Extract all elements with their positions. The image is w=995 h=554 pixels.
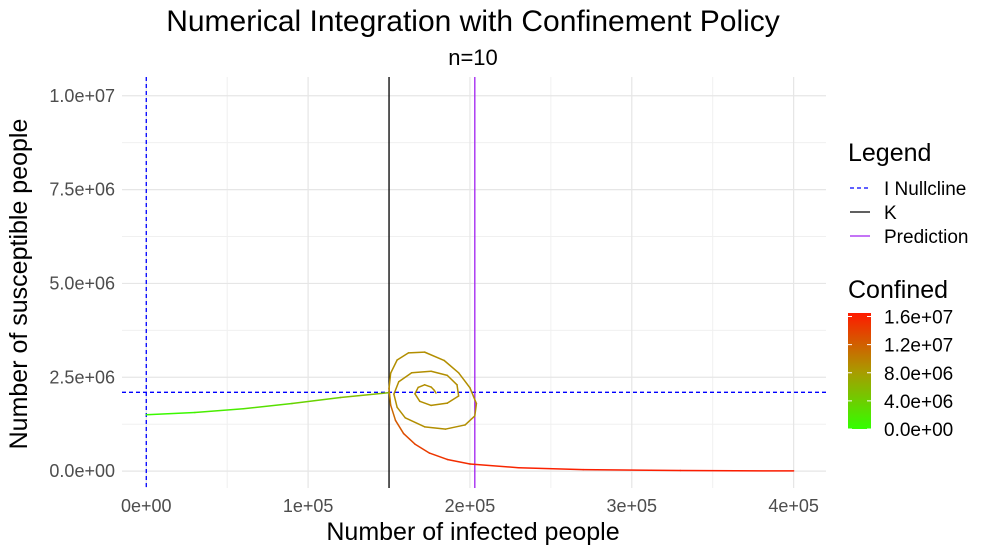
trajectory-segment [417,384,426,389]
legend-label: I Nullcline [884,179,966,200]
trajectory-segment [393,393,398,409]
colorbar-ticks: 1.6e+07 1.2e+07 8.0e+06 4.0e+06 0.0e+00 [848,308,953,441]
trajectory-segment [517,466,584,471]
legend-title: Legend [848,139,931,167]
x-axis-title: Number of infected people [326,518,619,546]
trajectory-segment [402,432,416,445]
trajectory-segment [423,351,445,362]
trajectory-segment [456,384,460,397]
trajectory-segment [396,352,410,361]
trajectory-segment [407,351,426,354]
y-tick-label: 0.0e+00 [49,461,115,481]
trajectory-segment [443,359,460,374]
y-tick-label: 5.0e+06 [49,273,115,293]
trajectory-segment [291,396,342,405]
trajectory-segment [242,402,293,410]
legend: Legend I Nullcline K Prediction [848,139,969,248]
trajectory-segment [457,372,471,389]
trajectory-segment [423,384,432,388]
tick-labels: 0e+00 1e+05 2e+05 3e+05 4e+05 0.0e+00 2.5e+06 5… [49,86,818,516]
trajectory-segment [388,372,392,390]
legend-label: Prediction [884,227,969,248]
trajectory-segment [414,386,419,395]
trajectory-segment [423,426,447,430]
trajectory-segment [419,400,432,407]
trajectory-segment [446,458,471,465]
x-tick-label: 0e+00 [121,496,172,516]
trajectory-segment [396,406,406,419]
trajectory-segment [464,415,476,426]
trajectory-segment [582,468,682,472]
trajectory-segment [145,411,196,416]
trajectory-segment [404,417,426,428]
x-tick-label: 1e+05 [283,496,334,516]
y-tick-label: 7.5e+06 [49,180,115,200]
trajectory-segment [397,372,413,383]
trajectory-segment [389,359,398,374]
trajectory-segment [430,370,449,377]
trajectory-segment [393,381,400,395]
y-tick-label: 2.5e+06 [49,367,115,387]
colorbar-tick-label: 1.6e+07 [884,308,953,329]
colorbar-tick-label: 0.0e+00 [884,420,953,441]
trajectory-segment [389,404,397,422]
colorbar-legend: Confined 1.6e+07 1.2e+07 8.0e+06 4.0e+06 0.0… [848,276,953,441]
trajectory-segment [474,402,478,417]
x-tick-label: 4e+05 [768,496,819,516]
trajectory-segment [469,463,520,469]
x-tick-label: 3e+05 [607,496,658,516]
y-tick-label: 1.0e+07 [49,86,115,106]
y-axis-title: Number of susceptible people [5,119,33,450]
trajectory-segment [446,374,458,386]
colorbar-tick-label: 4.0e+06 [884,392,953,413]
grid [122,77,826,488]
legend-label: K [884,203,897,224]
colorbar-tick-label: 8.0e+06 [884,364,953,385]
chart-subtitle: n=10 [448,45,498,70]
colorbar [848,313,871,429]
trajectory-segment [444,424,466,430]
reference-lines [122,77,826,488]
trajectory-segment [414,393,421,403]
trajectory-segment [410,370,432,374]
trajectory-segment [430,402,449,407]
chart-title: Numerical Integration with Confinement P… [166,5,780,38]
trajectory-segment [446,395,460,404]
trajectory-segment [430,386,436,392]
trajectory-segment [469,387,478,405]
trajectory-segment [428,452,449,461]
trajectory-segment [339,391,390,399]
legend-items: I Nullcline K Prediction [850,179,969,248]
colorbar-tick-label: 1.2e+07 [884,336,953,357]
trajectory-segment [194,408,245,414]
x-tick-label: 2e+05 [445,496,496,516]
trajectory-segment [394,419,405,435]
trajectories [145,351,795,472]
colorbar-title: Confined [848,276,948,304]
trajectory-segment [388,387,392,406]
trajectory-segment [414,443,431,454]
